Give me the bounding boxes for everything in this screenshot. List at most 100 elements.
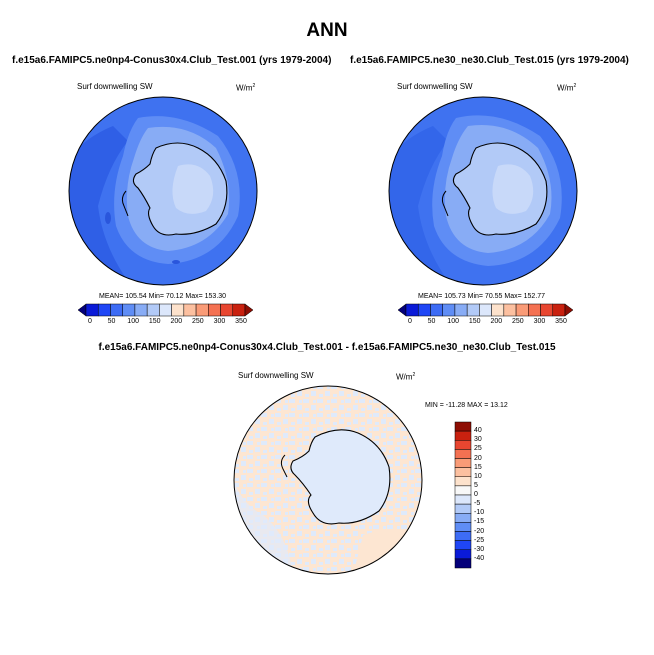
panel-2-colorbar-tick-label: 50 [427, 318, 436, 325]
diff-panel-colorbar-tick-label: 20 [474, 454, 482, 462]
panel-2-plateau [492, 164, 534, 214]
diff-panel-colorbar-box [454, 513, 472, 523]
diff-panel-peninsula [280, 454, 288, 478]
diff-panel-colorbar-tick-label: -30 [474, 545, 485, 553]
panel-2-colorbar-box [503, 303, 517, 317]
diff-panel-colorbar-box [454, 421, 472, 432]
panel-1-low-spot-2 [172, 260, 180, 264]
diff-panel-colorbar-tick-label: -40 [474, 554, 485, 562]
panel-1-colorbar-tick-label: 250 [192, 318, 204, 325]
diff-panel-colorbar-ticks: 40 30 25 20 15 10 5 0 -5 -10 -15 -20 -25 -30 -40 [474, 422, 494, 568]
diff-panel-map-border [233, 385, 423, 575]
panel-1-colorbar-box [134, 303, 148, 317]
panel-2-colorbar-box [405, 303, 419, 317]
diff-panel-colorbar-tick-label: -20 [474, 527, 485, 535]
panel-2-colorbar-box [540, 303, 554, 317]
diff-panel-colorbar-box [454, 522, 472, 532]
panel-1-colorbar-tick-label: 200 [170, 318, 183, 325]
diff-panel-colorbar-tick-label: -15 [474, 518, 485, 526]
panel-2-colorbar-box [417, 303, 431, 317]
diff-panel-colorbar-tick-label: -25 [474, 536, 485, 544]
panel-2-colorbar-box [552, 303, 566, 317]
panel-2-colorbar-max-arrow [564, 303, 574, 317]
diff-panel-colorbar-tick-label: 30 [474, 436, 482, 444]
diff-panel-stats: MIN = -11.28 MAX = 13.12 [425, 402, 508, 409]
panel-2-colorbar [397, 303, 574, 317]
diff-panel-colorbar-box [454, 503, 472, 514]
panel-1-colorbar-ticks: 0 50 100 150 200 250 300 350 [78, 318, 253, 328]
diff-panel-colorbar-tick-label: 15 [474, 463, 482, 471]
panel-2-title: f.e15a6.FAMIPC5.ne30_ne30.Club_Test.015 … [350, 55, 629, 66]
panel-2-colorbar-box [515, 303, 529, 317]
panel-1-colorbar-tick-label: 100 [127, 318, 139, 325]
panel-1-colorbar-max-arrow [244, 303, 254, 317]
diff-panel-field-label: Surf downwelling SW [238, 371, 314, 380]
panel-2-colorbar-ticks: 0 50 100 150 200 250 300 350 [398, 318, 573, 328]
panel-1-map-border [68, 96, 258, 286]
panel-2-colorbar-tick-label: 300 [533, 318, 546, 325]
diff-panel-colorbar-box [454, 494, 472, 505]
diff-panel-colorbar-box [454, 549, 472, 560]
panel-1-colorbar-box [220, 303, 234, 317]
panel-1-polar-map [68, 96, 258, 286]
panel-2-colorbar-tick-label: 0 [408, 318, 412, 325]
panel-2-colorbar-box [528, 303, 541, 317]
panel-1-colorbar-box [208, 303, 221, 317]
panel-1-peninsula [121, 190, 129, 217]
panel-1-colorbar [77, 303, 254, 317]
panel-2-field-label: Surf downwelling SW [397, 82, 473, 91]
panel-1-stats: MEAN= 105.54 Min= 70.12 Max= 153.30 [99, 293, 227, 300]
panel-1-title: f.e15a6.FAMIPC5.ne0np4-Conus30x4.Club_Te… [12, 55, 332, 66]
panel-1-units: W/m2 [236, 83, 256, 93]
panel-2-colorbar-tick-label: 150 [468, 318, 481, 325]
panel-2-colorbar-box [442, 303, 456, 317]
diff-panel-colorbar-tick-label: -10 [474, 509, 485, 517]
panel-1-colorbar-min-arrow [77, 303, 87, 317]
panel-2-colorbar-box [466, 303, 480, 317]
panel-1-colorbar-tick-label: 150 [148, 318, 161, 325]
diff-panel-colorbar-tick-label: -5 [474, 500, 481, 508]
panel-1-field-label: Surf downwelling SW [77, 82, 153, 91]
panel-2-peninsula [441, 190, 449, 217]
panel-1-plateau [172, 164, 214, 214]
panel-2-colorbar-tick-label: 250 [512, 318, 524, 325]
panel-1-colorbar-tick-label: 50 [107, 318, 116, 325]
panel-1-colorbar-box [122, 303, 136, 317]
panel-2-colorbar-box [479, 303, 492, 317]
diff-panel-colorbar-box [454, 476, 472, 487]
panel-1-colorbar-box [183, 303, 197, 317]
diff-panel-colorbar-box [454, 458, 472, 468]
panel-1-colorbar-box [97, 303, 111, 317]
panel-1-colorbar-box [232, 303, 246, 317]
diff-panel-colorbar-tick-label: 5 [474, 481, 478, 489]
diff-panel-colorbar-box [454, 540, 472, 550]
panel-1-colorbar-tick-label: 300 [213, 318, 226, 325]
diff-panel-colorbar-box [454, 430, 472, 441]
panel-1-colorbar-box [85, 303, 99, 317]
panel-2-colorbar-box [454, 303, 468, 317]
panel-1-colorbar-box [171, 303, 185, 317]
panel-2-colorbar-box [430, 303, 443, 317]
diff-panel-polar-map [233, 385, 423, 575]
panel-2-colorbar-min-arrow [397, 303, 407, 317]
panel-2-polar-map [388, 96, 578, 286]
panel-1-colorbar-box [146, 303, 160, 317]
panel-1-colorbar-box [110, 303, 123, 317]
panel-1-colorbar-box [159, 303, 172, 317]
panel-2-map-border [388, 96, 578, 286]
panel-1-colorbar-tick-label: 0 [88, 318, 92, 325]
diff-panel-colorbar-tick-label: 10 [474, 472, 482, 480]
diff-panel-units: W/m2 [396, 372, 416, 382]
diff-panel-colorbar-tick-label: 40 [474, 427, 482, 435]
diff-panel-colorbar-box [454, 440, 472, 450]
panel-2-colorbar-tick-label: 200 [490, 318, 503, 325]
panel-2-colorbar-tick-label: 100 [447, 318, 459, 325]
panel-1-colorbar-tick-label: 350 [235, 318, 247, 325]
diff-panel-colorbar-tick-label: 25 [474, 445, 482, 453]
diff-panel-colorbar-box [454, 449, 472, 459]
diff-panel-title: f.e15a6.FAMIPC5.ne0np4-Conus30x4.Club_Te… [98, 342, 556, 353]
diff-panel-colorbar-tick-label: 0 [474, 491, 478, 498]
panel-2-units: W/m2 [557, 83, 577, 93]
diff-panel-antarctica [290, 429, 391, 525]
panel-1-colorbar-box [195, 303, 209, 317]
